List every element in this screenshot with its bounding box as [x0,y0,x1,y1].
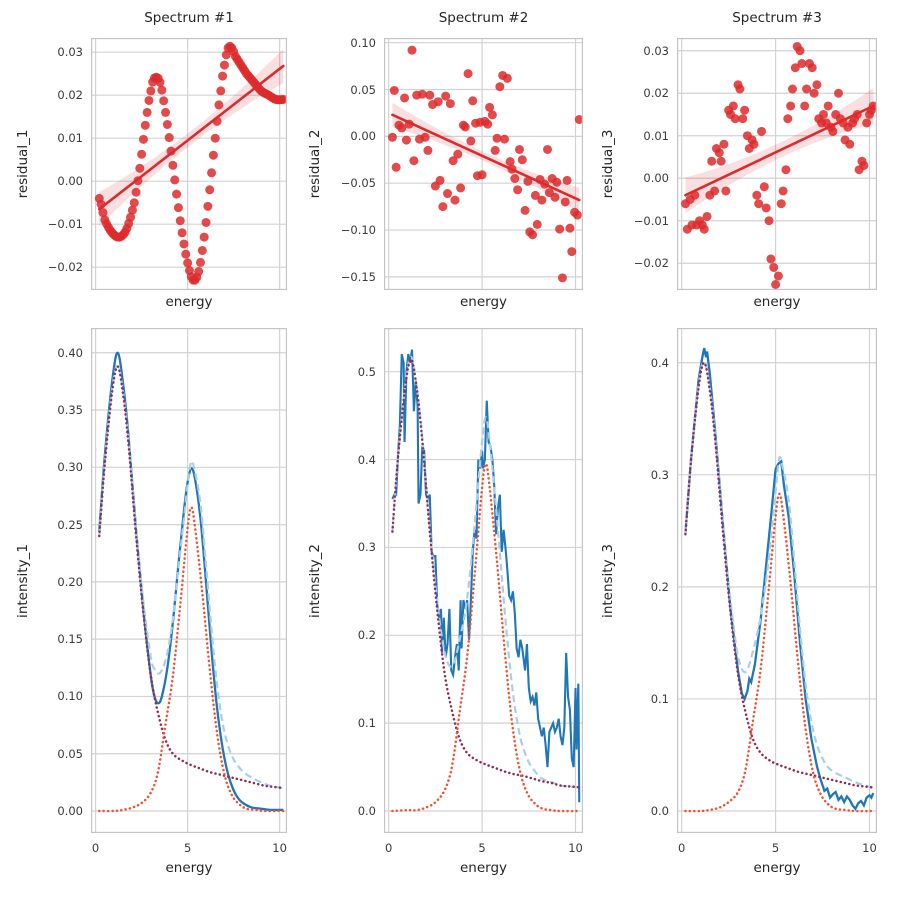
subplot-6-canvas [677,328,877,833]
series-component_1 [98,365,285,790]
series-component_1 [391,358,581,789]
x-tick-label: 10 [862,841,877,855]
subplot-1-xlabel: energy [165,294,213,310]
y-tick-label: 0.4 [650,355,669,370]
y-tick-label: −0.02 [633,256,669,271]
scatter-points [387,45,583,283]
y-tick-label: 0.3 [650,467,669,482]
y-tick-label: 0.00 [643,171,669,186]
axes-spines [91,38,287,290]
y-tick-label: 0.05 [350,82,376,97]
grid [91,328,287,833]
subplot-3-title: Spectrum #3 [732,10,822,26]
subplot-2-title: Spectrum #2 [438,10,529,26]
x-tick-label: 5 [183,841,192,855]
subplot-5-canvas [384,328,583,833]
grid [677,328,877,833]
y-tick-label: 0.01 [643,128,669,143]
x-tick-label: 0 [384,841,393,855]
y-tick-label: 0.10 [350,35,376,50]
scatter-points [94,41,287,285]
axes-spines [91,328,287,833]
y-tick-label: 0.00 [57,804,83,818]
series-best_fit [684,360,874,789]
y-tick-label: −0.15 [340,269,376,284]
series-component_2 [684,492,875,813]
y-tick-label: 0.35 [57,403,83,418]
x-tick-label: 0 [91,841,100,855]
y-tick-label: 0.03 [643,43,669,58]
y-tick-label: −0.10 [340,223,376,238]
subplot-1-canvas [91,38,287,290]
subplot-5-xlabel: energy [459,860,508,876]
subplot-4-canvas [91,328,287,833]
y-tick-label: 0.1 [650,691,669,706]
y-tick-label: 0.15 [57,632,83,647]
y-tick-label: 0.02 [643,86,669,101]
grid [677,38,877,290]
y-tick-label: 0.1 [357,716,376,731]
series-component_2 [391,462,581,813]
y-tick-label: 0.20 [57,574,83,589]
x-tick-label: 5 [478,841,486,855]
y-tick-label: 0.00 [350,129,376,144]
y-tick-label: 0.2 [650,579,669,594]
y-tick-label: 0.2 [357,628,376,643]
series-component_1 [684,361,875,789]
y-tick-label: 0.4 [357,452,376,467]
y-tick-label: 0.0 [357,804,376,819]
axes-spines [677,328,877,833]
y-tick-label: 0.40 [57,345,83,360]
y-tick-label: 0.5 [357,364,376,379]
y-tick-label: 0.02 [57,88,83,103]
x-tick-label: 10 [272,841,287,855]
subplot-6-xlabel: energy [753,860,801,876]
axes-spines [384,38,583,290]
y-tick-label: −0.02 [47,260,83,275]
x-tick-label: 0 [678,841,686,855]
series-best_fit [98,364,284,790]
subplot-1-ylabel: residual_1 [15,129,31,199]
x-tick-label: 5 [771,841,780,855]
y-tick-label: 0.30 [57,460,83,475]
y-tick-label: 0.3 [357,540,376,555]
y-tick-label: 0.00 [57,174,83,189]
y-tick-label: 0.10 [57,689,83,704]
y-tick-label: 0.0 [650,804,669,819]
subplot-4-xlabel: energy [165,860,213,876]
subplot-3-xlabel: energy [753,294,801,310]
y-tick-label: 0.05 [57,746,83,761]
y-tick-label: 0.01 [57,131,83,146]
subplot-2-canvas [384,38,583,290]
scatter-points [680,41,877,289]
axes-spines [677,38,877,290]
y-tick-label: −0.01 [633,213,669,228]
subplot-3-canvas [677,38,877,290]
subplot-2-ylabel: residual_2 [307,129,323,199]
regression-line [97,64,285,211]
subplot-2-xlabel: energy [459,294,508,310]
y-tick-label: 0.25 [57,517,83,532]
axes-spines [384,328,583,833]
y-tick-label: −0.01 [47,217,83,232]
x-tick-label: 10 [568,841,583,855]
series-component_2 [98,506,285,813]
y-tick-label: −0.05 [340,176,376,191]
subplot-1-title: Spectrum #1 [144,10,234,26]
y-tick-label: 0.03 [57,45,83,60]
